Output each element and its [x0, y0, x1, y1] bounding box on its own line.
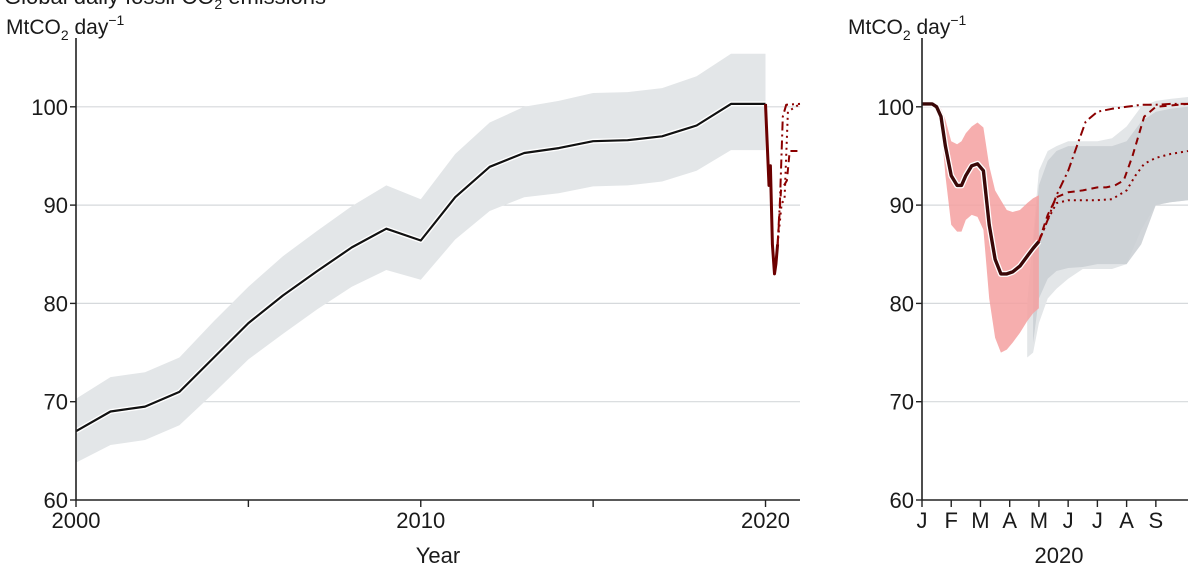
scenario-dashed-line — [1037, 102, 1189, 242]
scenario-dashdot-line — [776, 102, 801, 245]
figure-title: Global daily fossil CO2 emissions — [4, 0, 326, 12]
x-tick-label: F — [945, 508, 958, 533]
y-unit-label: MtCO2 day−1 — [848, 12, 967, 43]
y-tick-label: 100 — [877, 95, 914, 120]
daily-mean-line — [922, 102, 1041, 276]
x-tick-label: 2020 — [741, 508, 790, 533]
x-tick-label: 2000 — [52, 508, 101, 533]
x-tick-label: A — [1119, 508, 1134, 533]
scenario-dotted-line — [776, 103, 801, 245]
x-tick-label: J — [1092, 508, 1103, 533]
x-tick-label: S — [1149, 508, 1164, 533]
x-tick-label: J — [1063, 508, 1074, 533]
y-tick-label: 80 — [890, 291, 914, 316]
y-tick-label: 60 — [890, 488, 914, 513]
y-tick-label: 70 — [890, 390, 914, 415]
x-tick-label: A — [1002, 508, 1017, 533]
x-tick-label: 2010 — [396, 508, 445, 533]
uncertainty-band — [922, 103, 1039, 353]
x-tick-label: J — [917, 508, 928, 533]
x-tick-label: M — [971, 508, 989, 533]
daily-2020-line — [764, 103, 780, 276]
uncertainty-band — [76, 53, 766, 463]
projection-band-inner — [1033, 106, 1188, 343]
y-tick-label: 100 — [31, 95, 68, 120]
x-tick-label: M — [1030, 508, 1048, 533]
scenario-dotted-line — [1037, 150, 1189, 242]
y-unit-label: MtCO2 day−1 — [6, 12, 125, 43]
x-axis-label: Year — [416, 543, 460, 568]
y-tick-label: 90 — [44, 193, 68, 218]
x-axis-label: 2020 — [1035, 543, 1084, 568]
annual-emissions-panel: MtCO2 day−1 60 70 80 90 100 2000 2010 2020 Year — [6, 12, 801, 568]
scenario-dashdot-line — [1037, 102, 1188, 242]
annual-mean-line — [75, 102, 766, 433]
y-tick-label: 80 — [44, 291, 68, 316]
y-tick-label: 90 — [890, 193, 914, 218]
y-tick-label: 60 — [44, 488, 68, 513]
y-tick-label: 70 — [44, 390, 68, 415]
